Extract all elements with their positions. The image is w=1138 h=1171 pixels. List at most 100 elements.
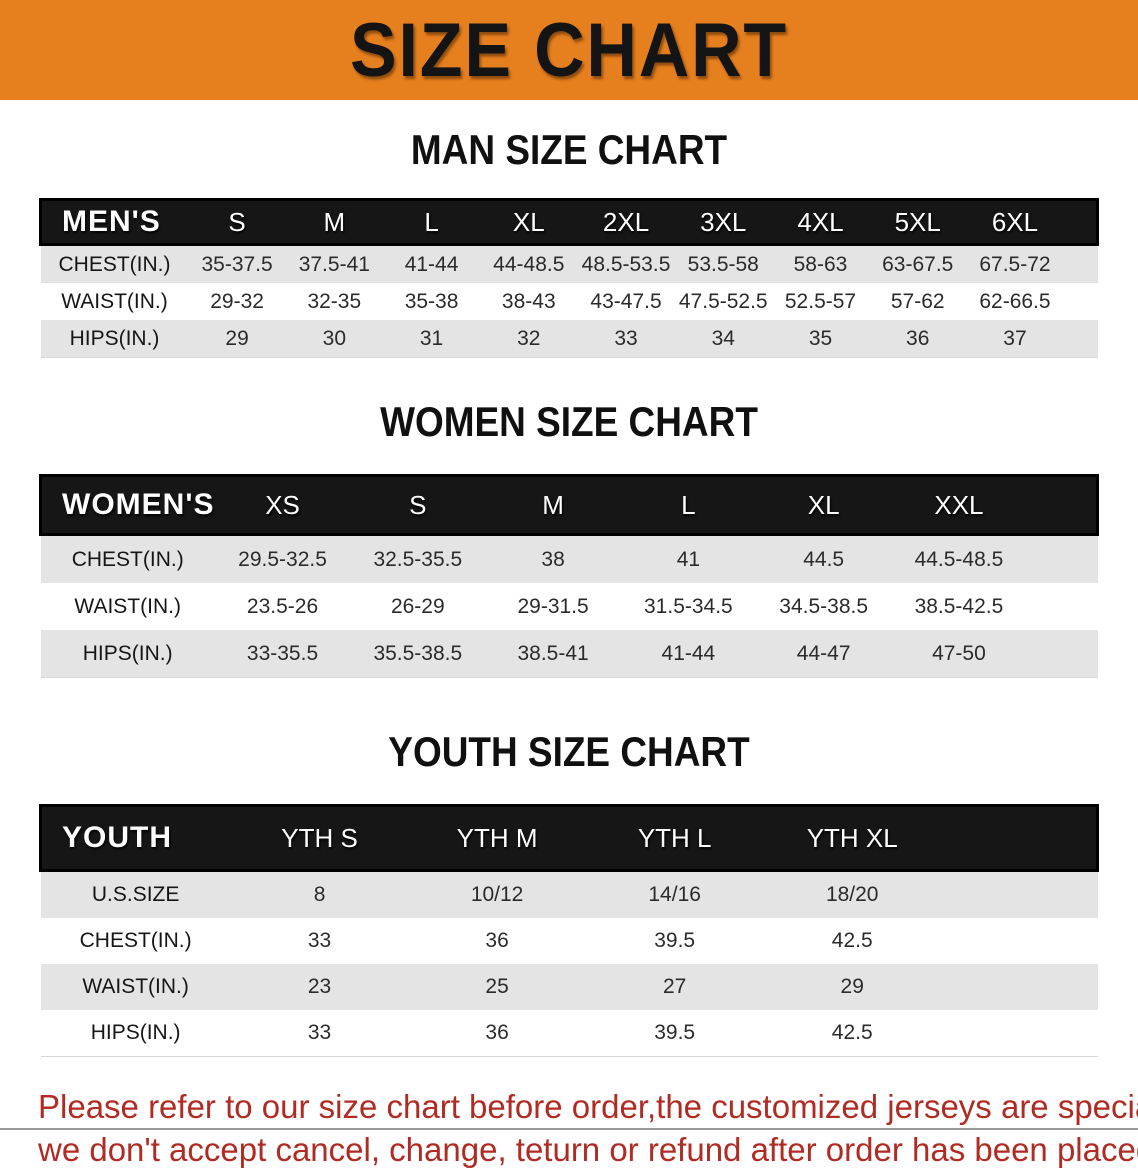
group-label: MEN'S <box>39 198 189 246</box>
cell-value: 47-50 <box>891 630 1027 678</box>
cell-value: 29.5-32.5 <box>214 534 351 583</box>
table-header-row: MEN'S S M L XL 2XL 3XL 4XL 5XL 6XL <box>39 198 1099 246</box>
cell-value: 53.5-58 <box>674 244 772 283</box>
cell-value: 18/20 <box>763 870 941 918</box>
row-filler <box>1026 534 1098 583</box>
notice-line-2: we don't accept cancel, change, teturn o… <box>38 1131 1138 1168</box>
column-header: XL <box>480 198 578 246</box>
cell-value: 37 <box>966 320 1064 358</box>
cell-value: 38 <box>485 534 621 583</box>
cell-value: 47.5-52.5 <box>674 283 772 320</box>
row-filler <box>1063 244 1098 283</box>
column-header: YTH XL <box>763 804 941 872</box>
cell-value: 23 <box>230 964 409 1010</box>
cell-value: 34.5-38.5 <box>756 583 892 630</box>
cell-value: 23.5-26 <box>214 583 351 630</box>
cell-value: 44-47 <box>756 630 892 678</box>
column-header: M <box>485 474 621 536</box>
cell-value: 26-29 <box>350 583 486 630</box>
column-header: YTH L <box>585 804 764 872</box>
cell-value: 39.5 <box>585 1010 764 1057</box>
column-header: M <box>285 198 383 246</box>
cell-value: 42.5 <box>763 918 941 964</box>
cell-value: 57-62 <box>869 283 967 320</box>
table-row: U.S.SIZE 8 10/12 14/16 18/20 <box>40 870 1098 918</box>
column-header: S <box>188 198 286 246</box>
row-label: HIPS(IN.) <box>40 1010 231 1057</box>
table-row: HIPS(IN.) 29 30 31 32 33 34 35 36 37 <box>40 320 1098 358</box>
notice-line-1: Please refer to our size chart before or… <box>38 1088 1138 1125</box>
cell-value: 38-43 <box>480 283 578 320</box>
table-row: WAIST(IN.) 29-32 32-35 35-38 38-43 43-47.5 47.… <box>40 283 1098 320</box>
size-chart-section: YOUTH SIZE CHART YOUTH YTH S YTH M YTH L YTH … <box>0 728 1138 1057</box>
column-header: XL <box>756 474 892 536</box>
cell-value: 25 <box>408 964 586 1010</box>
column-header: 4XL <box>771 198 870 246</box>
cell-value: 42.5 <box>763 1010 941 1057</box>
bottom-edge-divider <box>0 1128 1138 1130</box>
cell-value: 33 <box>230 1010 409 1057</box>
cell-value: 35 <box>771 320 870 358</box>
cell-value: 27 <box>585 964 764 1010</box>
cell-value: 58-63 <box>771 244 870 283</box>
banner: SIZE CHART <box>0 0 1138 100</box>
cell-value: 34 <box>674 320 772 358</box>
size-chart-section: WOMEN SIZE CHART WOMEN'S XS S M L XL XXL CHEST(I… <box>0 398 1138 678</box>
group-label: WOMEN'S <box>38 474 215 536</box>
cell-value: 32 <box>480 320 578 358</box>
size-table: YOUTH YTH S YTH M YTH L YTH XL U.S.SIZE 8 10/12… <box>38 804 1099 1057</box>
charts-container: MAN SIZE CHART MEN'S S M L XL 2XL 3XL 4XL 5XL 6XL C… <box>0 126 1138 1057</box>
cell-value: 29 <box>763 964 941 1010</box>
cell-value: 35.5-38.5 <box>350 630 486 678</box>
column-header: S <box>350 474 486 536</box>
cell-value: 44.5 <box>756 534 892 583</box>
header-filler <box>1026 474 1099 536</box>
cell-value: 35-37.5 <box>188 244 286 283</box>
cell-value: 36 <box>408 1010 586 1057</box>
row-label: CHEST(IN.) <box>40 534 215 583</box>
table-row: CHEST(IN.) 29.5-32.5 32.5-35.5 38 41 44.5 44.5… <box>40 534 1098 583</box>
cell-value: 41-44 <box>382 244 481 283</box>
cell-value: 67.5-72 <box>966 244 1064 283</box>
group-label: YOUTH <box>38 804 231 872</box>
column-header: L <box>382 198 481 246</box>
cell-value: 32-35 <box>285 283 383 320</box>
table-header-row: YOUTH YTH S YTH M YTH L YTH XL <box>38 804 1099 872</box>
cell-value: 8 <box>230 870 409 918</box>
table-header-row: WOMEN'S XS S M L XL XXL <box>38 474 1099 536</box>
row-filler <box>941 918 1098 964</box>
row-label: CHEST(IN.) <box>40 918 231 964</box>
cell-value: 30 <box>285 320 383 358</box>
row-filler <box>941 870 1098 918</box>
column-header: L <box>620 474 757 536</box>
cell-value: 43-47.5 <box>577 283 675 320</box>
cell-value: 31 <box>382 320 481 358</box>
cell-value: 48.5-53.5 <box>577 244 675 283</box>
cell-value: 41 <box>620 534 757 583</box>
cell-value: 29 <box>188 320 286 358</box>
column-header: 2XL <box>577 198 675 246</box>
header-filler <box>941 804 1099 872</box>
cell-value: 36 <box>408 918 586 964</box>
cell-value: 52.5-57 <box>771 283 870 320</box>
row-filler <box>1063 320 1098 358</box>
column-header: XS <box>214 474 351 536</box>
cell-value: 38.5-42.5 <box>891 583 1027 630</box>
cell-value: 44-48.5 <box>480 244 578 283</box>
row-label: U.S.SIZE <box>40 870 231 918</box>
row-label: HIPS(IN.) <box>40 630 215 678</box>
column-header: YTH M <box>408 804 586 872</box>
row-filler <box>1063 283 1098 320</box>
table-row: HIPS(IN.) 33-35.5 35.5-38.5 38.5-41 41-44 44-… <box>40 630 1098 678</box>
cell-value: 33 <box>230 918 409 964</box>
row-filler <box>1026 630 1098 678</box>
column-header: XXL <box>891 474 1027 536</box>
size-chart-section: MAN SIZE CHART MEN'S S M L XL 2XL 3XL 4XL 5XL 6XL C… <box>0 126 1138 358</box>
cell-value: 29-32 <box>188 283 286 320</box>
column-header: YTH S <box>230 804 409 872</box>
cell-value: 14/16 <box>585 870 764 918</box>
section-heading: WOMEN SIZE CHART <box>380 398 758 445</box>
row-label: WAIST(IN.) <box>40 964 231 1010</box>
row-filler <box>1026 583 1098 630</box>
